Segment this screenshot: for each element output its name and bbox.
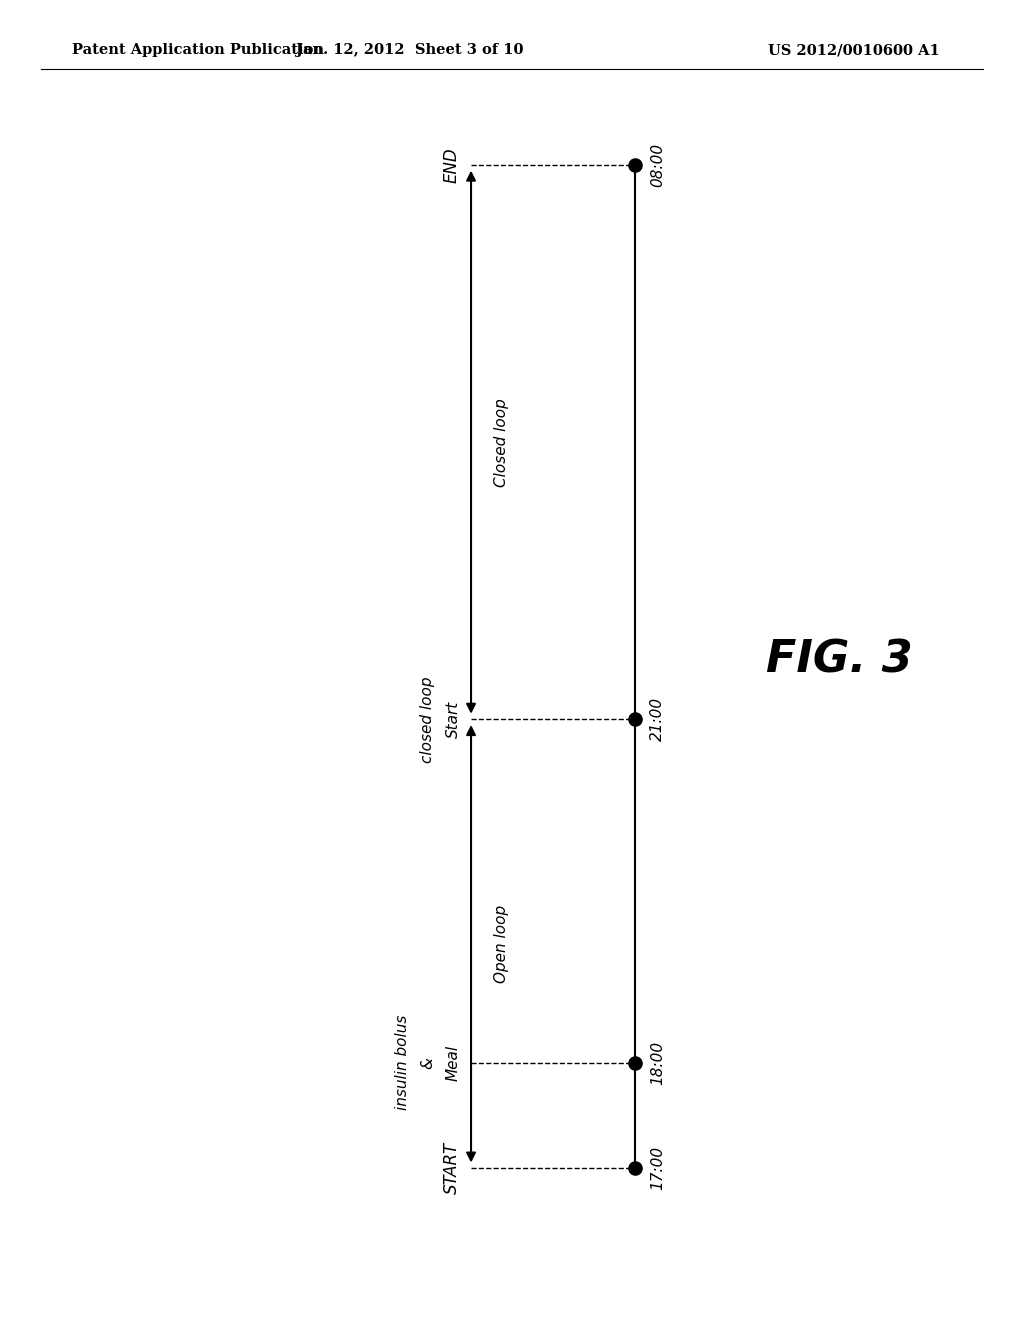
Text: START: START	[442, 1142, 461, 1195]
Text: insulin bolus: insulin bolus	[394, 1015, 410, 1110]
Point	[627, 709, 643, 730]
Text: 08:00: 08:00	[650, 143, 665, 187]
Text: Meal: Meal	[445, 1044, 461, 1081]
Point	[627, 1158, 643, 1179]
Point	[627, 154, 643, 176]
Text: 17:00: 17:00	[650, 1146, 665, 1191]
Text: Start: Start	[445, 701, 461, 738]
Text: FIG. 3: FIG. 3	[766, 639, 913, 681]
Text: 18:00: 18:00	[650, 1040, 665, 1085]
Text: US 2012/0010600 A1: US 2012/0010600 A1	[768, 44, 940, 57]
Text: Open loop: Open loop	[495, 904, 509, 983]
Text: closed loop: closed loop	[420, 676, 435, 763]
Text: Patent Application Publication: Patent Application Publication	[72, 44, 324, 57]
Text: 21:00: 21:00	[650, 697, 665, 742]
Text: Jan. 12, 2012  Sheet 3 of 10: Jan. 12, 2012 Sheet 3 of 10	[296, 44, 523, 57]
Text: END: END	[442, 148, 461, 182]
Point	[627, 1052, 643, 1073]
Text: &: &	[420, 1057, 435, 1068]
Text: Closed loop: Closed loop	[495, 397, 509, 487]
